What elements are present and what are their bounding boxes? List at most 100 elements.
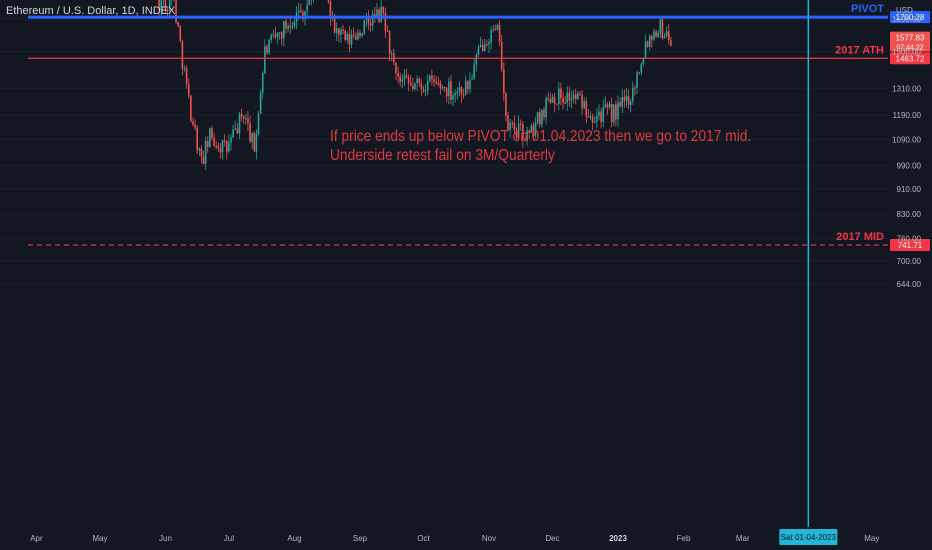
candle-body <box>245 118 247 120</box>
candle-body <box>513 122 516 131</box>
candle-body <box>591 116 594 123</box>
candle-body <box>507 115 509 130</box>
candle-body <box>547 98 550 100</box>
y-tick-label: 1190.00 <box>893 111 922 120</box>
candle-body <box>369 23 372 26</box>
candle-body <box>158 0 160 11</box>
candle-body <box>340 29 342 35</box>
candle-body <box>458 87 461 92</box>
candle-body <box>509 122 511 130</box>
candle-body <box>642 57 645 65</box>
candle-body <box>574 94 577 100</box>
candle-body <box>280 32 283 39</box>
candle-body <box>598 111 600 116</box>
candle-body <box>494 28 497 30</box>
candle-body <box>636 72 638 88</box>
annotation-line-2: Underside retest fail on 3M/Quarterly <box>330 147 555 164</box>
x-tick-label: Dec <box>545 534 559 543</box>
candle-body <box>401 79 404 82</box>
candle-body <box>255 133 258 152</box>
candle-body <box>376 9 378 17</box>
time-axis: Apr May Jun Jul Aug Sep Oct Nov Dec 2023 Feb Mar May <box>30 534 879 543</box>
candle-body <box>452 95 454 100</box>
x-tick-label: Aug <box>287 534 301 543</box>
candle-body <box>429 75 431 82</box>
candle-body <box>338 28 340 35</box>
candle-body <box>335 28 338 33</box>
candle-body <box>621 97 624 107</box>
level-name-label: 2017 ATH <box>835 44 884 56</box>
candle-body <box>160 0 163 11</box>
candle-body <box>380 6 382 22</box>
candle-body <box>204 140 207 164</box>
candle-body <box>297 10 300 12</box>
candle-body <box>221 140 224 153</box>
candle-body <box>382 6 385 14</box>
candle-body <box>549 99 552 103</box>
candle-body <box>667 31 670 41</box>
level-price-tag <box>890 11 930 24</box>
candle-body <box>359 32 361 37</box>
candle-body <box>445 88 448 97</box>
candle-body <box>473 64 476 79</box>
candle-body <box>570 98 573 101</box>
candle-body <box>665 31 668 36</box>
candle-body <box>259 92 262 114</box>
candle-body <box>634 87 636 89</box>
candle-body <box>276 33 279 38</box>
symbol-title: Ethereum / U.S. Dollar, 1D, INDEX <box>6 5 176 17</box>
candle-body <box>572 94 575 99</box>
candle-body <box>612 104 615 123</box>
candle-body <box>272 34 275 36</box>
candle-body <box>496 24 499 30</box>
x-tick-label: May <box>92 534 107 543</box>
candle-body <box>439 82 442 89</box>
candle-body <box>367 16 370 24</box>
candle-body <box>342 29 344 31</box>
candle-body <box>407 77 410 84</box>
candle-body <box>661 19 664 39</box>
candle-body <box>524 139 526 141</box>
level-price-label: 1700.28 <box>896 13 925 22</box>
level-price-tag <box>890 52 930 65</box>
x-tick-label: Feb <box>677 534 691 543</box>
candle-body <box>190 95 192 122</box>
price-axis: USD4000.003600.003200.002800.002500.0023… <box>892 6 922 289</box>
candle-body <box>177 22 179 27</box>
candle-body <box>564 103 566 105</box>
candle-body <box>486 44 488 46</box>
candle-body <box>230 137 232 143</box>
candle-body <box>268 39 270 53</box>
candle-body <box>593 122 596 124</box>
level-name-label: PIVOT <box>851 3 884 15</box>
candle-body <box>464 81 467 95</box>
x-tick-label: Jul <box>224 534 234 543</box>
candle-body <box>608 103 611 108</box>
candle-body <box>278 32 281 34</box>
candle-body <box>568 92 571 101</box>
candle-body <box>545 98 547 118</box>
candle-body <box>236 128 239 134</box>
y-tick-label: 830.00 <box>897 210 922 219</box>
candle-body <box>462 94 465 96</box>
candle-body <box>538 112 541 125</box>
candle-body <box>253 133 256 152</box>
candle-body <box>424 90 427 92</box>
candle-body <box>479 44 482 47</box>
candle-body <box>412 85 414 90</box>
candle-body <box>257 113 260 134</box>
candle-body <box>632 87 634 102</box>
candle-body <box>399 76 401 82</box>
candle-body <box>374 14 376 17</box>
candle-body <box>522 123 524 140</box>
level-price-label: 1463.72 <box>896 54 925 63</box>
candle-body <box>420 82 423 90</box>
candle-body <box>433 79 435 83</box>
candle-body <box>274 34 277 38</box>
candle-body <box>291 26 294 28</box>
date-marker-tag <box>779 529 838 545</box>
candle-body <box>179 26 182 41</box>
candle-body <box>532 125 535 137</box>
candle-body <box>517 123 520 138</box>
